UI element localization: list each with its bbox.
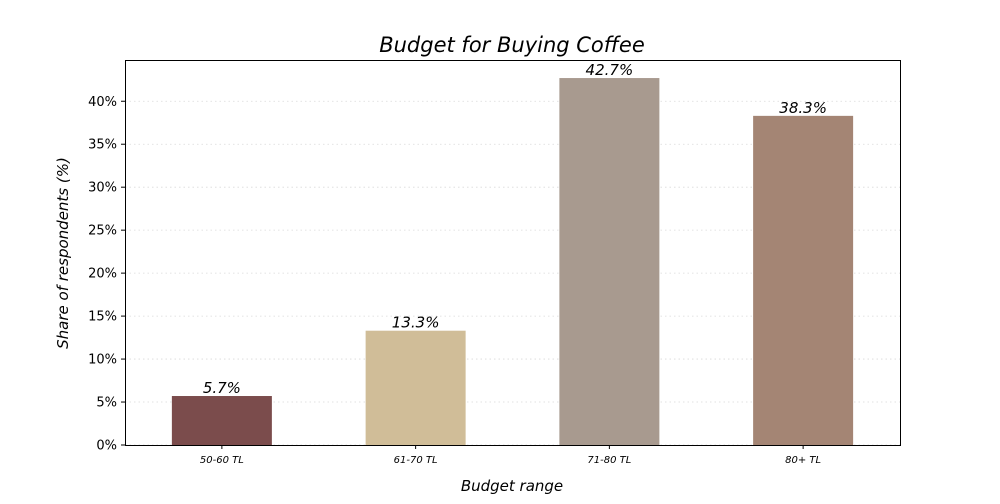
bar-4 (753, 115, 854, 445)
bar-2 (365, 330, 466, 445)
data-label: 5.7% (203, 379, 241, 397)
y-axis-label: Share of respondents (%) (54, 157, 72, 349)
y-tick-label: 25% (88, 224, 117, 239)
plot-frame (125, 60, 901, 446)
data-label: 42.7% (586, 61, 634, 79)
y-tick-label: 0% (96, 439, 117, 454)
data-labels: 5.7% 13.3% 42.7% 38.3% (203, 61, 827, 397)
y-tick-label: 35% (88, 138, 117, 153)
data-label: 13.3% (392, 314, 440, 332)
x-tick-label: 71-80 TL (587, 455, 631, 466)
bar-3 (559, 78, 660, 445)
x-axis-ticks: 50-60 TL 61-70 TL 71-80 TL 80+ TL (200, 445, 821, 466)
y-tick-label: 40% (88, 95, 117, 110)
y-tick-label: 5% (96, 396, 117, 411)
x-tick-label: 50-60 TL (200, 455, 244, 466)
x-axis-label: Budget range (461, 477, 563, 495)
data-label: 38.3% (779, 99, 827, 117)
y-tick-label: 15% (88, 310, 117, 325)
x-tick-label: 80+ TL (785, 455, 821, 466)
y-tick-label: 10% (88, 353, 117, 368)
x-tick-label: 61-70 TL (394, 455, 438, 466)
bars (171, 78, 854, 445)
bar-1 (171, 396, 272, 445)
chart-title: Budget for Buying Coffee (379, 33, 645, 57)
y-tick-label: 30% (88, 181, 117, 196)
y-tick-label: 20% (88, 267, 117, 282)
y-axis-ticks: 0% 5% 10% 15% 20% 25% 30% 35% 40% (88, 95, 125, 454)
